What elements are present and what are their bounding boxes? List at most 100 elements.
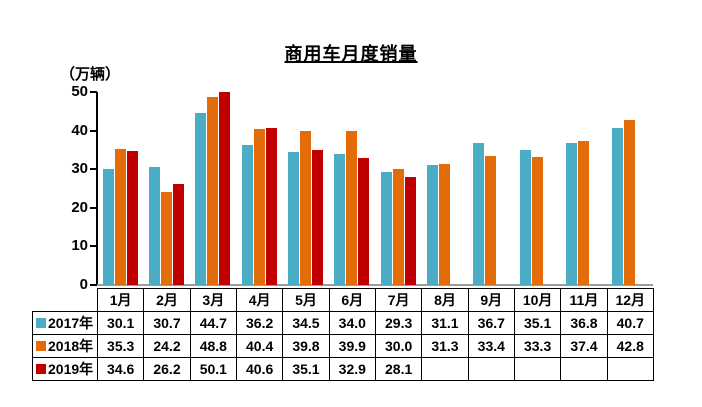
bar-2018年-9月 <box>485 156 497 285</box>
x-axis-line <box>97 284 653 286</box>
value-cell: 34.6 <box>96 357 145 381</box>
value-cell <box>606 357 654 381</box>
bar-2017年-9月 <box>473 143 485 285</box>
series-name-label: 2018年 <box>48 338 94 354</box>
y-axis-tick <box>90 91 97 93</box>
value-cell: 30.7 <box>143 311 191 335</box>
bar-2017年-3月 <box>195 112 207 285</box>
value-cell: 30.1 <box>96 311 145 335</box>
legend-cell-2018年: 2018年 <box>32 334 98 358</box>
bar-2017年-2月 <box>149 166 160 285</box>
value-cell: 33.3 <box>513 334 562 358</box>
bar-2019年-3月 <box>219 91 231 285</box>
y-axis-tick <box>90 168 97 171</box>
bar-2018年-8月 <box>439 164 450 285</box>
y-axis-tick <box>90 245 97 248</box>
value-cell: 24.2 <box>143 334 191 358</box>
value-cell: 34.0 <box>328 311 376 335</box>
bar-2018年-4月 <box>253 129 265 285</box>
bar-2017年-4月 <box>241 145 253 285</box>
y-axis-unit-label: （万辆） <box>60 66 121 83</box>
value-cell <box>421 357 469 381</box>
bar-2017年-11月 <box>566 143 577 285</box>
y-axis-tick-label: 0 <box>79 276 88 293</box>
value-cell: 36.8 <box>560 311 608 335</box>
y-axis-tick-label: 40 <box>71 121 88 139</box>
value-cell: 26.2 <box>143 357 191 381</box>
month-header-cell: 6月 <box>328 288 376 312</box>
month-header-cell: 4月 <box>235 288 284 312</box>
y-axis-tick <box>90 284 97 286</box>
month-header-cell: 10月 <box>513 288 562 312</box>
value-cell: 35.3 <box>96 334 145 358</box>
bar-2019年-2月 <box>173 183 184 285</box>
bar-2018年-10月 <box>531 156 543 285</box>
bar-2017年-12月 <box>612 127 624 285</box>
month-header-cell: 11月 <box>560 288 608 312</box>
month-header-cell: 9月 <box>467 288 515 312</box>
bar-2017年-10月 <box>519 149 531 285</box>
value-cell: 48.8 <box>189 334 237 358</box>
legend-cell-2017年: 2017年 <box>32 311 98 335</box>
value-cell: 29.3 <box>374 311 423 335</box>
bar-2018年-2月 <box>161 191 172 285</box>
bar-2017年-1月 <box>102 168 114 285</box>
y-axis-tick-label: 10 <box>71 237 88 255</box>
bar-2018年-5月 <box>300 131 311 285</box>
bar-2018年-6月 <box>346 131 358 285</box>
bar-2017年-8月 <box>427 165 438 285</box>
bar-2019年-5月 <box>312 149 323 285</box>
value-cell: 39.8 <box>282 334 330 358</box>
month-header-cell: 12月 <box>606 288 654 312</box>
value-cell: 30.0 <box>374 334 423 358</box>
month-header-cell: 8月 <box>421 288 469 312</box>
value-cell: 44.7 <box>189 311 237 335</box>
month-header-cell: 2月 <box>143 288 191 312</box>
value-cell: 39.9 <box>328 334 376 358</box>
y-axis-line <box>96 92 98 286</box>
value-cell: 31.1 <box>421 311 469 335</box>
legend-cell-2019年: 2019年 <box>32 357 98 381</box>
table-row-2019年: 2019年 34.6 26.2 50.1 40.6 35.1 32.9 28.1 <box>32 357 654 381</box>
value-cell: 37.4 <box>560 334 608 358</box>
bar-2018年-7月 <box>392 169 404 285</box>
value-cell <box>467 357 515 381</box>
value-cell: 40.6 <box>235 357 284 381</box>
series-name-label: 2017年 <box>48 315 94 331</box>
month-header-cell: 3月 <box>189 288 237 312</box>
table-row-2017年: 2017年 30.1 30.7 44.7 36.2 34.5 34.0 29.3 31.1 36.… <box>32 311 654 335</box>
value-cell: 35.1 <box>282 357 330 381</box>
y-axis-tick-label: 30 <box>71 160 88 178</box>
series-name-label: 2019年 <box>48 361 94 377</box>
legend-swatch-icon <box>36 341 46 351</box>
bar-2018年-11月 <box>578 140 589 285</box>
value-cell <box>560 357 608 381</box>
value-cell: 40.4 <box>235 334 284 358</box>
value-cell: 36.2 <box>235 311 284 335</box>
value-cell: 40.7 <box>606 311 654 335</box>
value-cell: 36.7 <box>467 311 515 335</box>
month-header-cell: 5月 <box>282 288 330 312</box>
bar-2018年-3月 <box>207 96 219 285</box>
month-header-cell: 7月 <box>374 288 423 312</box>
bar-2018年-12月 <box>624 119 636 285</box>
y-axis-tick-label: 50 <box>71 83 88 100</box>
value-cell: 42.8 <box>606 334 654 358</box>
value-cell: 35.1 <box>513 311 562 335</box>
table-header-row: 1月 2月 3月 4月 5月 6月 7月 8月 9月 10月 11月 12月 <box>32 288 654 312</box>
bar-2019年-1月 <box>126 151 138 285</box>
value-cell: 50.1 <box>189 357 237 381</box>
bar-2018年-1月 <box>114 148 126 285</box>
y-axis-tick-label: 20 <box>71 198 88 216</box>
chart-title: 商用车月度销量 <box>284 44 418 64</box>
value-cell: 31.3 <box>421 334 469 358</box>
data-table: 1月 2月 3月 4月 5月 6月 7月 8月 9月 10月 11月 12月 2017年 30.1 30.7… <box>32 288 654 381</box>
value-cell: 28.1 <box>374 357 423 381</box>
bar-2019年-7月 <box>404 176 416 285</box>
y-axis-tick <box>90 129 97 132</box>
value-cell: 33.4 <box>467 334 515 358</box>
value-cell: 34.5 <box>282 311 330 335</box>
bar-2019年-4月 <box>265 128 277 285</box>
legend-swatch-icon <box>36 318 46 328</box>
